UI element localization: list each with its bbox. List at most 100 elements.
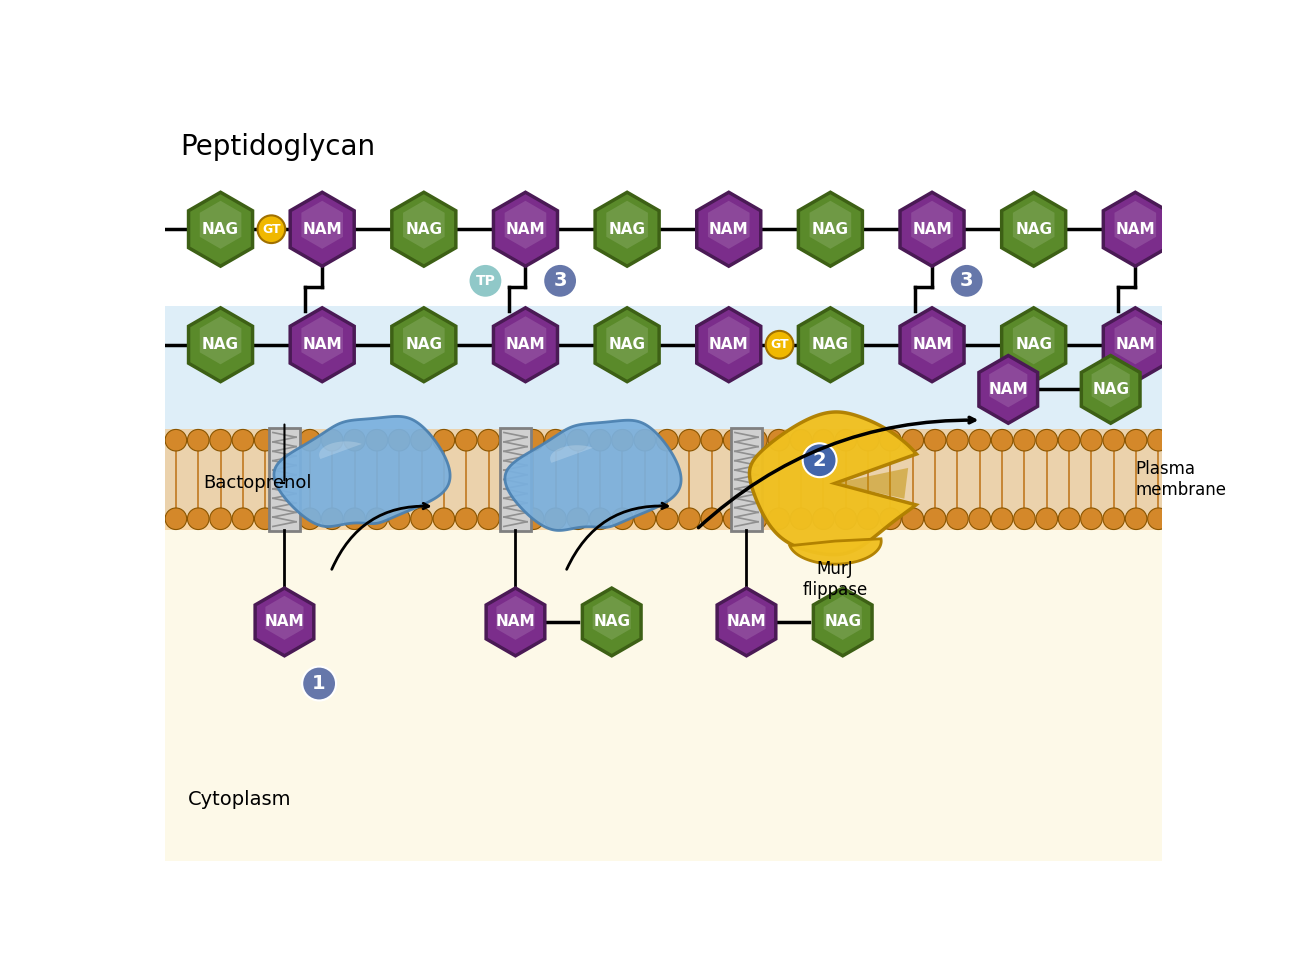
Circle shape: [992, 429, 1013, 451]
Circle shape: [925, 508, 945, 530]
Polygon shape: [606, 201, 648, 249]
Text: TP: TP: [475, 274, 496, 288]
Circle shape: [589, 508, 611, 530]
Text: NAG: NAG: [1092, 382, 1129, 396]
Polygon shape: [189, 192, 253, 266]
Polygon shape: [265, 596, 303, 640]
Polygon shape: [596, 308, 659, 382]
Polygon shape: [1115, 316, 1156, 365]
Circle shape: [299, 508, 321, 530]
Circle shape: [746, 429, 767, 451]
Text: GT: GT: [771, 338, 789, 351]
Circle shape: [469, 264, 502, 298]
Circle shape: [857, 429, 879, 451]
Polygon shape: [912, 316, 953, 365]
Polygon shape: [199, 316, 241, 365]
Polygon shape: [1081, 356, 1140, 424]
Circle shape: [433, 429, 455, 451]
Circle shape: [500, 508, 522, 530]
Circle shape: [679, 429, 701, 451]
Polygon shape: [728, 596, 765, 640]
Polygon shape: [835, 468, 908, 499]
Polygon shape: [1103, 192, 1167, 266]
Text: NAM: NAM: [496, 614, 535, 630]
Circle shape: [589, 429, 611, 451]
Polygon shape: [593, 596, 631, 640]
Circle shape: [567, 429, 589, 451]
Polygon shape: [900, 192, 963, 266]
Text: NAM: NAM: [912, 221, 952, 237]
Text: Peptidoglycan: Peptidoglycan: [180, 133, 376, 161]
Bar: [166, 514, 1163, 861]
Circle shape: [456, 508, 477, 530]
Circle shape: [1103, 508, 1124, 530]
Text: 2: 2: [813, 451, 826, 470]
Circle shape: [803, 443, 837, 477]
Circle shape: [302, 666, 337, 700]
Bar: [166, 429, 1163, 530]
Text: NAM: NAM: [505, 337, 545, 352]
Polygon shape: [583, 588, 641, 656]
Text: NAG: NAG: [609, 337, 646, 352]
Polygon shape: [255, 588, 313, 656]
Circle shape: [166, 429, 186, 451]
Circle shape: [768, 508, 790, 530]
Circle shape: [478, 429, 500, 451]
Polygon shape: [1013, 316, 1054, 365]
Text: NAM: NAM: [988, 382, 1028, 396]
Polygon shape: [1001, 308, 1066, 382]
Polygon shape: [799, 308, 862, 382]
Circle shape: [210, 429, 232, 451]
Polygon shape: [750, 412, 917, 555]
Text: 3: 3: [553, 272, 567, 290]
Circle shape: [765, 331, 794, 359]
FancyBboxPatch shape: [732, 427, 761, 531]
Polygon shape: [302, 201, 343, 249]
Text: GT: GT: [262, 222, 281, 236]
Circle shape: [500, 429, 522, 451]
Circle shape: [813, 508, 834, 530]
FancyBboxPatch shape: [500, 427, 531, 531]
Polygon shape: [550, 445, 593, 463]
Circle shape: [232, 429, 254, 451]
Text: NAM: NAM: [264, 614, 304, 630]
Text: Cytoplasm: Cytoplasm: [188, 789, 291, 808]
Circle shape: [611, 508, 633, 530]
Circle shape: [879, 508, 901, 530]
Polygon shape: [493, 308, 557, 382]
Circle shape: [969, 429, 991, 451]
Polygon shape: [717, 588, 776, 656]
Polygon shape: [496, 596, 535, 640]
Polygon shape: [319, 441, 361, 459]
Polygon shape: [809, 316, 851, 365]
Circle shape: [299, 429, 321, 451]
Text: NAG: NAG: [593, 614, 631, 630]
Circle shape: [254, 508, 276, 530]
Polygon shape: [606, 316, 648, 365]
Circle shape: [879, 429, 901, 451]
Text: NAM: NAM: [708, 221, 749, 237]
Circle shape: [277, 429, 298, 451]
Text: NAM: NAM: [708, 337, 749, 352]
Circle shape: [456, 429, 477, 451]
Text: NAG: NAG: [812, 337, 850, 352]
Polygon shape: [290, 192, 355, 266]
Circle shape: [903, 508, 923, 530]
Polygon shape: [493, 192, 557, 266]
Polygon shape: [912, 201, 953, 249]
Text: NAG: NAG: [1015, 221, 1052, 237]
Text: NAG: NAG: [812, 221, 850, 237]
Circle shape: [522, 508, 544, 530]
Circle shape: [522, 429, 544, 451]
Polygon shape: [708, 316, 750, 365]
Polygon shape: [708, 201, 750, 249]
Circle shape: [724, 508, 745, 530]
Circle shape: [635, 508, 655, 530]
Text: NAM: NAM: [505, 221, 545, 237]
Polygon shape: [403, 201, 444, 249]
Polygon shape: [275, 417, 451, 527]
Polygon shape: [1092, 364, 1129, 407]
Circle shape: [925, 429, 945, 451]
Polygon shape: [1103, 308, 1167, 382]
Polygon shape: [596, 192, 659, 266]
